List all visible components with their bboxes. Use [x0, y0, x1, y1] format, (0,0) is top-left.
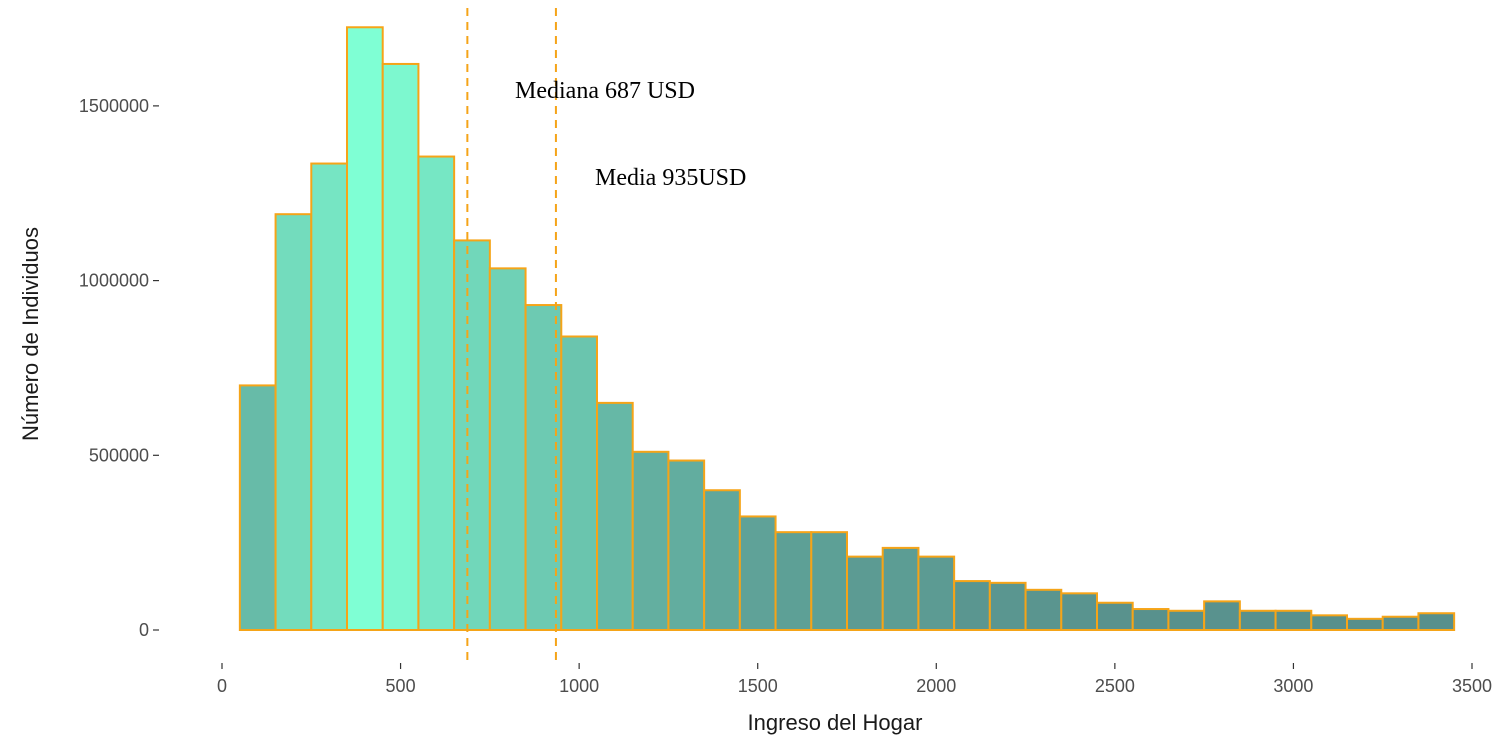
- histogram-bar-10: [597, 403, 633, 630]
- histogram-bar-28: [1240, 611, 1276, 630]
- y-tick-label: 0: [139, 620, 149, 640]
- x-tick-label: 2000: [916, 676, 956, 696]
- histogram-bar-33: [1418, 613, 1454, 630]
- x-tick-label: 0: [217, 676, 227, 696]
- histogram-bar-14: [740, 516, 776, 630]
- histogram-bar-1: [276, 214, 312, 630]
- histogram-bar-11: [633, 452, 669, 630]
- x-axis: 0 500 1000 1500 2000 2500 3000 3500: [217, 663, 1492, 696]
- y-tick-label: 1500000: [79, 96, 149, 116]
- bars-group: [240, 27, 1454, 630]
- histogram-bar-0: [240, 385, 276, 630]
- x-axis-title: Ingreso del Hogar: [748, 710, 923, 735]
- x-tick-label: 500: [386, 676, 416, 696]
- histogram-bar-8: [526, 305, 562, 630]
- histogram-bar-21: [990, 583, 1026, 630]
- histogram-bar-13: [704, 490, 740, 630]
- histogram-bar-24: [1097, 603, 1133, 630]
- y-axis-title: Número de Individuos: [18, 227, 43, 441]
- histogram-bar-22: [1026, 590, 1062, 630]
- histogram-bar-26: [1168, 611, 1204, 630]
- histogram-bar-31: [1347, 619, 1383, 630]
- histogram-bar-15: [776, 532, 812, 630]
- histogram-bar-4: [383, 64, 419, 630]
- y-tick-label: 1000000: [79, 271, 149, 291]
- y-tick-label: 500000: [89, 445, 149, 465]
- histogram-bar-25: [1133, 609, 1169, 630]
- histogram-bar-23: [1061, 593, 1097, 630]
- median-annotation: Mediana 687 USD: [515, 78, 695, 104]
- y-axis: 0 500000 1000000 1500000: [79, 96, 159, 640]
- x-tick-label: 2500: [1095, 676, 1135, 696]
- x-tick-label: 1000: [559, 676, 599, 696]
- histogram-bar-20: [954, 581, 990, 630]
- mean-annotation: Media 935USD: [595, 165, 746, 191]
- histogram-bar-7: [490, 268, 526, 630]
- histogram-bar-32: [1383, 617, 1419, 630]
- histogram-bar-6: [454, 240, 490, 630]
- histogram-bar-29: [1276, 611, 1312, 630]
- histogram-bar-5: [418, 157, 454, 630]
- histogram-bar-3: [347, 27, 383, 630]
- histogram-bar-9: [561, 336, 597, 630]
- histogram-bar-17: [847, 557, 883, 630]
- histogram-bar-19: [918, 557, 954, 630]
- x-tick-label: 3500: [1452, 676, 1492, 696]
- x-tick-label: 3000: [1273, 676, 1313, 696]
- x-tick-label: 1500: [738, 676, 778, 696]
- histogram-bar-12: [668, 461, 704, 630]
- histogram-bar-18: [883, 548, 919, 630]
- histogram-bar-16: [811, 532, 847, 630]
- histogram-bar-27: [1204, 601, 1240, 630]
- histogram-bar-30: [1311, 615, 1347, 630]
- histogram-bar-2: [311, 164, 347, 630]
